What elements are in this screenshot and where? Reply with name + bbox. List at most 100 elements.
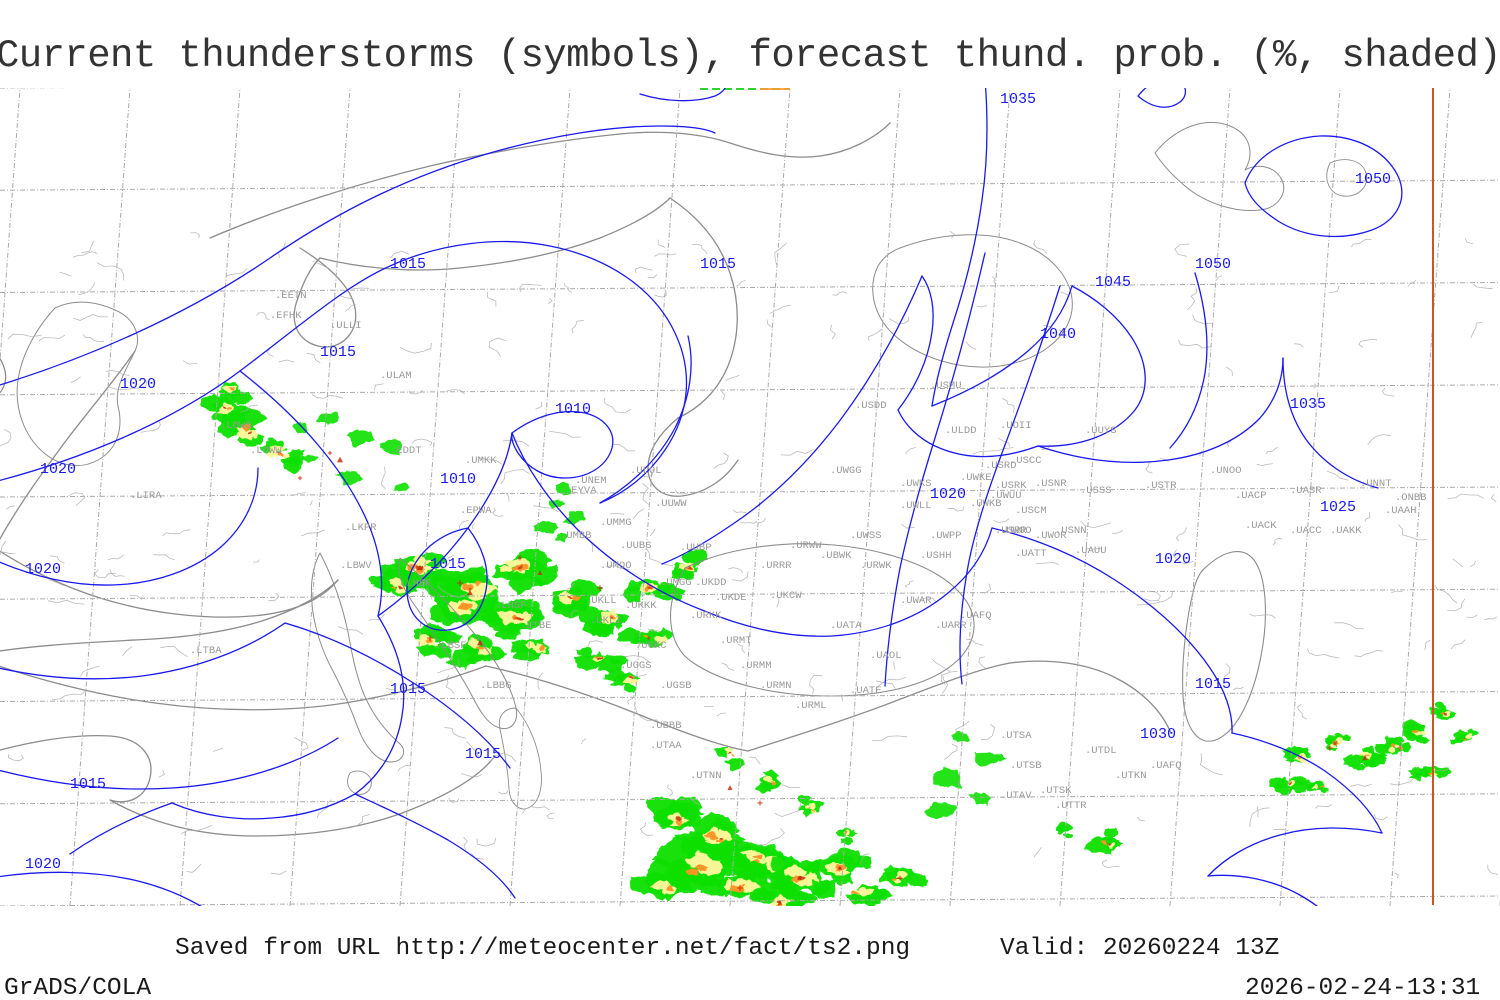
svg-text:.UKDD: .UKDD — [695, 577, 727, 589]
svg-text:.UWLL: .UWLL — [900, 500, 932, 512]
svg-text:.UAFQ: .UAFQ — [960, 610, 992, 622]
svg-text:.USSS: .USSS — [1080, 485, 1112, 497]
svg-text:.UWKE: .UWKE — [960, 472, 992, 484]
svg-text:.UTSK: .UTSK — [1040, 785, 1072, 797]
svg-text:.UAAH: .UAAH — [1385, 505, 1417, 517]
svg-text:.UWKS: .UWKS — [900, 478, 932, 490]
svg-text:.URMM: .URMM — [740, 660, 772, 672]
svg-text:.UUYS: .UUYS — [1085, 425, 1117, 437]
svg-text:.UTSB: .UTSB — [1010, 760, 1042, 772]
svg-text:.UMOO: .UMOO — [600, 560, 632, 572]
svg-text:.LIRA: .LIRA — [130, 490, 162, 502]
svg-text:.EPWA: .EPWA — [460, 505, 492, 517]
svg-text:1015: 1015 — [70, 776, 106, 793]
svg-text:1030: 1030 — [1140, 726, 1176, 743]
svg-text:.LHSF: .LHSF — [495, 600, 527, 612]
svg-text:.UNNT: .UNNT — [1360, 478, 1392, 490]
svg-text:.UKLI: .UKLI — [590, 615, 622, 627]
svg-text:.ULDD: .ULDD — [945, 425, 977, 437]
svg-text:1015: 1015 — [465, 746, 501, 763]
svg-text:1050: 1050 — [1195, 256, 1231, 273]
svg-text:.URWW: .URWW — [790, 540, 822, 552]
svg-text:1035: 1035 — [1290, 396, 1326, 413]
svg-text:1020: 1020 — [120, 376, 156, 393]
svg-text:.UKCW: .UKCW — [770, 590, 802, 602]
svg-text:.USRD: .USRD — [985, 460, 1017, 472]
svg-text:1020: 1020 — [25, 856, 61, 873]
svg-text:.EFHK: .EFHK — [270, 310, 302, 322]
svg-text:.UACP: .UACP — [1235, 490, 1267, 502]
svg-text:.LBBG: .LBBG — [480, 680, 512, 692]
svg-text:.UGSB: .UGSB — [660, 680, 692, 692]
svg-text:.EDDT: .EDDT — [390, 445, 422, 457]
svg-text:.USDD: .USDD — [855, 400, 887, 412]
svg-text:1015: 1015 — [430, 556, 466, 573]
svg-text:.URML: .URML — [795, 700, 827, 712]
svg-text:.URMN: .URMN — [760, 680, 792, 692]
svg-text:.UNOO: .UNOO — [1210, 465, 1242, 477]
svg-text:.ULOL: .ULOL — [630, 465, 662, 477]
svg-text:1015: 1015 — [700, 256, 736, 273]
svg-text:.USRK: .USRK — [995, 480, 1027, 492]
svg-text:.UAFQ: .UAFQ — [1150, 760, 1182, 772]
svg-text:1035: 1035 — [1000, 91, 1036, 108]
svg-text:.ULAM: .ULAM — [380, 370, 412, 382]
svg-text:.LBSF: .LBSF — [435, 640, 467, 652]
svg-text:.UUWW: .UUWW — [655, 498, 687, 510]
svg-text:.LTBA: .LTBA — [190, 645, 222, 657]
svg-text:.UACC: .UACC — [1290, 525, 1322, 537]
svg-text:.URKK: .URKK — [690, 610, 722, 622]
svg-text:.UTDL: .UTDL — [1085, 745, 1117, 757]
svg-text:.UGGS: .UGGS — [620, 660, 652, 672]
svg-text:.UMMG: .UMMG — [600, 517, 632, 529]
svg-text:.UMGG: .UMGG — [660, 577, 692, 589]
svg-text:.UBBB: .UBBB — [650, 720, 682, 732]
svg-text:.UBWK: .UBWK — [820, 550, 852, 562]
svg-text:.LTBE: .LTBE — [520, 620, 552, 632]
svg-text:1020: 1020 — [25, 561, 61, 578]
svg-text:.UUBP: .UUBP — [680, 542, 712, 554]
svg-text:.USNR: .USNR — [1035, 478, 1067, 490]
svg-text:.LBWV: .LBWV — [340, 560, 372, 572]
svg-text:.UMBB: .UMBB — [560, 530, 592, 542]
svg-text:.UATE: .UATE — [850, 685, 882, 697]
svg-text:.UWAR: .UWAR — [900, 595, 932, 607]
svg-text:1015: 1015 — [1195, 676, 1231, 693]
svg-text:1015: 1015 — [390, 681, 426, 698]
svg-text:1020: 1020 — [930, 486, 966, 503]
svg-text:1020: 1020 — [40, 461, 76, 478]
svg-text:.UTKN: .UTKN — [1115, 770, 1147, 782]
svg-text:.LKPR: .LKPR — [345, 522, 377, 534]
svg-text:1010: 1010 — [555, 401, 591, 418]
svg-text:.UAUU: .UAUU — [1075, 545, 1107, 557]
svg-text:1040: 1040 — [1040, 326, 1076, 343]
svg-text:.UKLL: .UKLL — [585, 595, 617, 607]
svg-text:.UMKK: .UMKK — [465, 455, 497, 467]
svg-text:.URMT: .URMT — [720, 635, 752, 647]
svg-text:.ULLI: .ULLI — [330, 320, 362, 332]
svg-text:.EETN: .EETN — [275, 290, 307, 302]
svg-text:.UTAV: .UTAV — [1000, 790, 1032, 802]
svg-text:.UOII: .UOII — [1000, 420, 1032, 432]
svg-text:.UACK: .UACK — [1245, 520, 1277, 532]
svg-text:.USNN: .USNN — [1055, 525, 1087, 537]
svg-text:.USTR: .USTR — [1145, 480, 1177, 492]
svg-text:1010: 1010 — [440, 471, 476, 488]
svg-text:.UTSA: .UTSA — [1000, 730, 1032, 742]
svg-text:.USHH: .USHH — [920, 550, 952, 562]
svg-text:.UGKC: .UGKC — [635, 640, 667, 652]
svg-text:.UATA: .UATA — [830, 620, 862, 632]
svg-text:.ONBB: .ONBB — [1395, 492, 1427, 504]
svg-text:1045: 1045 — [1095, 274, 1131, 291]
svg-text:.UNEM: .UNEM — [575, 475, 607, 487]
svg-text:.UTNN: .UTNN — [690, 770, 722, 782]
svg-text:.UWGG: .UWGG — [830, 465, 862, 477]
svg-text:.UWSS: .UWSS — [850, 530, 882, 542]
svg-text:.URWK: .URWK — [860, 560, 892, 572]
svg-text:.URRR: .URRR — [760, 560, 792, 572]
svg-text:.USCM: .USCM — [1015, 505, 1047, 517]
svg-text:1020: 1020 — [1155, 551, 1191, 568]
svg-text:1025: 1025 — [1320, 499, 1356, 516]
svg-text:.UWPP: .UWPP — [930, 530, 962, 542]
svg-text:.UTTR: .UTTR — [1055, 800, 1087, 812]
